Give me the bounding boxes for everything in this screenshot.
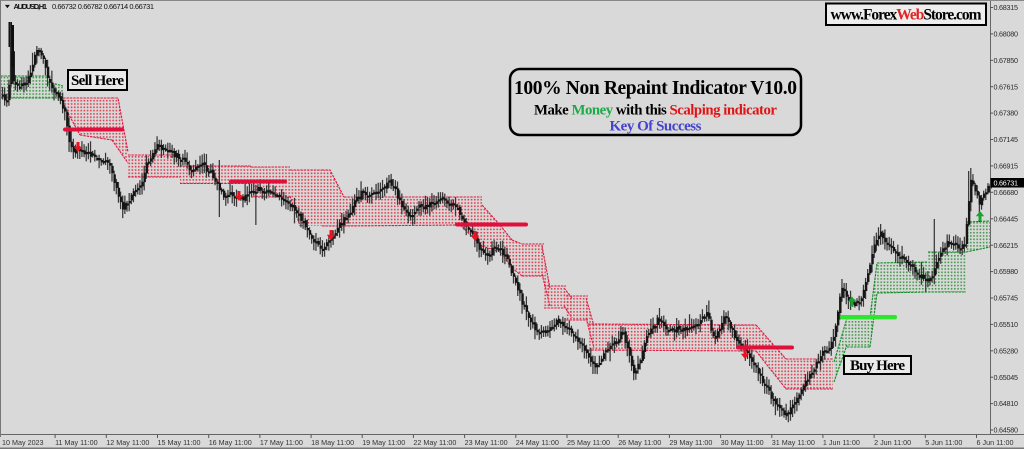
svg-text:26 May 11:00: 26 May 11:00	[618, 438, 661, 447]
svg-text:18 May 11:00: 18 May 11:00	[311, 438, 354, 447]
svg-text:0.66915: 0.66915	[994, 162, 1019, 171]
svg-text:23 May 11:00: 23 May 11:00	[465, 438, 508, 447]
svg-text:19 May 11:00: 19 May 11:00	[362, 438, 405, 447]
svg-text:100% Non Repaint Indicator V10: 100% Non Repaint Indicator V10.0	[514, 78, 797, 99]
svg-text:11 May 11:00: 11 May 11:00	[55, 438, 98, 447]
svg-text:1 Jun 11:00: 1 Jun 11:00	[823, 438, 860, 447]
svg-text:0.65745: 0.65745	[994, 294, 1019, 303]
svg-text:0.65980: 0.65980	[994, 267, 1019, 276]
svg-text:0.67380: 0.67380	[994, 109, 1019, 118]
svg-text:0.65280: 0.65280	[994, 346, 1019, 355]
svg-text:AUDUSD,H1: AUDUSD,H1	[14, 2, 48, 11]
svg-text:0.68080: 0.68080	[994, 30, 1019, 39]
svg-text:0.64580: 0.64580	[994, 426, 1019, 435]
svg-text:0.66445: 0.66445	[994, 214, 1019, 223]
svg-text:Make Money with this Scalping: Make Money with this Scalping indicator	[534, 103, 777, 119]
svg-text:0.67615: 0.67615	[994, 82, 1019, 91]
svg-text:0.67850: 0.67850	[994, 56, 1019, 65]
svg-text:22 May 11:00: 22 May 11:00	[413, 438, 456, 447]
svg-text:0.66732 0.66782 0.66714 0.6673: 0.66732 0.66782 0.66714 0.66731	[52, 2, 154, 11]
svg-text:0.66731: 0.66731	[994, 179, 1019, 188]
svg-text:0.66680: 0.66680	[994, 188, 1019, 197]
svg-text:0.68315: 0.68315	[994, 3, 1019, 12]
svg-text:12 May 11:00: 12 May 11:00	[106, 438, 149, 447]
svg-text:www.ForexWebStore.com: www.ForexWebStore.com	[831, 7, 982, 24]
svg-text:Key Of Success: Key Of Success	[610, 119, 702, 135]
svg-text:17 May 11:00: 17 May 11:00	[260, 438, 303, 447]
svg-text:24 May 11:00: 24 May 11:00	[516, 438, 559, 447]
svg-text:0.65045: 0.65045	[994, 373, 1019, 382]
svg-text:31 May 11:00: 31 May 11:00	[772, 438, 815, 447]
svg-text:25 May 11:00: 25 May 11:00	[567, 438, 610, 447]
svg-text:6 Jun 11:00: 6 Jun 11:00	[977, 438, 1014, 447]
svg-text:0.66215: 0.66215	[994, 241, 1019, 250]
svg-text:5 Jun 11:00: 5 Jun 11:00	[925, 438, 962, 447]
svg-text:2 Jun 11:00: 2 Jun 11:00	[874, 438, 911, 447]
svg-text:15 May 11:00: 15 May 11:00	[158, 438, 201, 447]
svg-text:Sell Here: Sell Here	[71, 73, 124, 89]
svg-text:0.65510: 0.65510	[994, 320, 1019, 329]
svg-text:0.64810: 0.64810	[994, 399, 1019, 408]
svg-text:30 May 11:00: 30 May 11:00	[721, 438, 764, 447]
svg-text:10 May 2023: 10 May 2023	[2, 438, 44, 447]
svg-text:29 May 11:00: 29 May 11:00	[669, 438, 712, 447]
svg-text:16 May 11:00: 16 May 11:00	[209, 438, 252, 447]
svg-text:0.67145: 0.67145	[994, 135, 1019, 144]
svg-text:Buy Here: Buy Here	[850, 358, 905, 374]
